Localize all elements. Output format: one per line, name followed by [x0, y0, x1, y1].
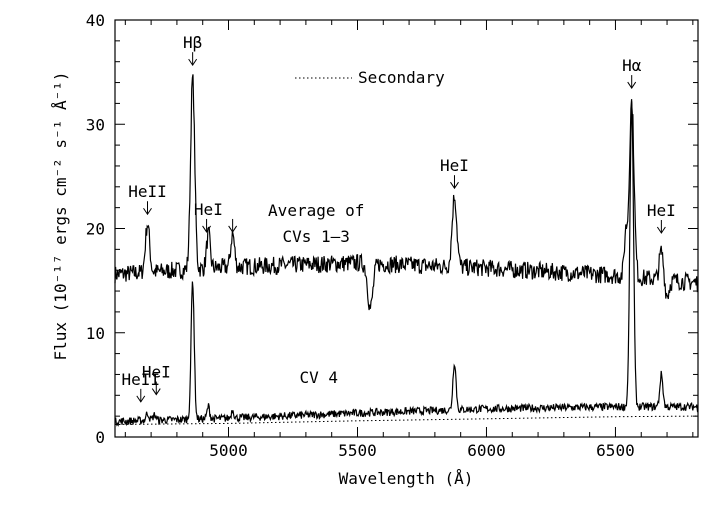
y-tick-label: 40 [86, 11, 105, 30]
annotation-label: HeII [122, 370, 161, 389]
annotation-label: Hα [622, 56, 642, 75]
annotation-label: HeII [128, 182, 167, 201]
series-cv4 [114, 101, 699, 427]
x-axis-label: Wavelength (Å) [339, 469, 474, 488]
annotation-label: HeI [647, 201, 676, 220]
x-tick-label: 5000 [209, 441, 248, 460]
annotation-arrowhead [450, 181, 459, 190]
x-tick-label: 6000 [467, 441, 506, 460]
y-tick-label: 30 [86, 115, 105, 134]
annotation-label: HeI [194, 200, 223, 219]
annotation-label: HeI [440, 156, 469, 175]
series-average-cvs-1-3 [114, 74, 699, 311]
annotation-arrowhead [188, 58, 198, 67]
annotation-arrowhead [627, 81, 637, 89]
y-tick-label: 10 [86, 324, 105, 343]
y-tick-label: 20 [86, 220, 105, 239]
y-axis-label: Flux (10⁻¹⁷ ergs cm⁻² s⁻¹ Å⁻¹) [51, 72, 70, 361]
annotation-arrowhead [143, 207, 152, 216]
annotation-label: CVs 1–3 [282, 227, 349, 246]
legend-label-secondary: Secondary [358, 68, 445, 87]
x-tick-label: 6500 [596, 441, 635, 460]
x-tick-label: 5500 [338, 441, 377, 460]
series-layer [114, 74, 699, 427]
annotation-label: Average of [268, 201, 364, 220]
annotation-arrowhead [228, 225, 238, 233]
annotation-label: Hβ [183, 33, 202, 52]
annotation-label: HeI [142, 363, 171, 382]
annotation-arrowhead [136, 395, 146, 403]
annotation-label: CV 4 [300, 368, 339, 387]
annotation-arrowhead [656, 226, 666, 234]
y-tick-label: 0 [95, 428, 105, 447]
legend: Secondary [295, 68, 445, 87]
annotation-arrowhead [151, 388, 161, 396]
annotation-arrowhead [202, 225, 211, 233]
axis-ticks: 5000 5500 6000 6500 0 10 20 30 40 [86, 11, 698, 460]
